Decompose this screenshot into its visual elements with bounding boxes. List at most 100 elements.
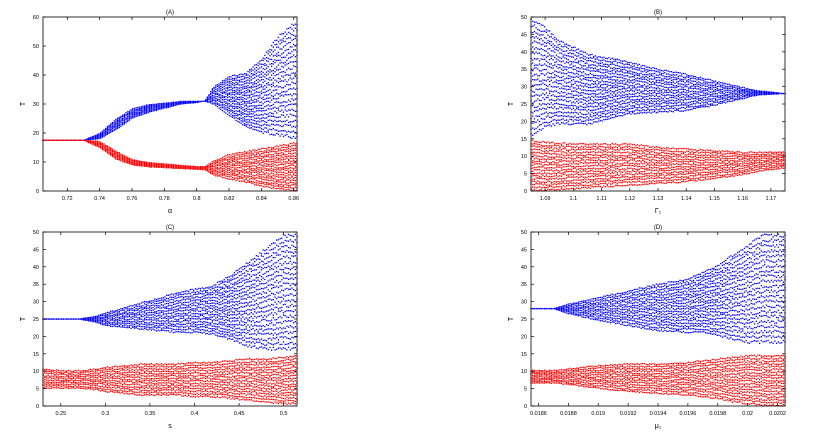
data-point [599, 75, 602, 77]
data-point [542, 113, 544, 115]
data-point [606, 110, 608, 112]
data-point [220, 88, 222, 90]
data-point [596, 89, 598, 91]
data-point [279, 39, 281, 41]
data-point [555, 46, 558, 48]
data-point [193, 166, 195, 168]
data-point [589, 109, 591, 112]
data-point [640, 107, 642, 109]
data-point [628, 82, 630, 84]
data-point [267, 152, 269, 154]
data-point [274, 176, 276, 178]
data-point [257, 184, 259, 186]
data-point [262, 78, 264, 81]
data-point [674, 97, 676, 99]
data-point [543, 37, 546, 39]
data-point [120, 122, 122, 124]
data-point [613, 104, 615, 107]
data-point [132, 113, 134, 115]
data-point [577, 106, 580, 108]
data-point [262, 182, 264, 185]
data-point [589, 80, 591, 82]
data-point [279, 120, 281, 122]
data-point [113, 151, 115, 154]
data-point [101, 145, 103, 147]
data-point [271, 115, 273, 117]
data-point [113, 157, 115, 159]
data-point [640, 98, 642, 101]
data-point [264, 174, 266, 176]
data-point [587, 108, 590, 111]
data-point [101, 146, 103, 149]
data-point [277, 97, 280, 99]
data-point [547, 102, 549, 105]
data-point [135, 113, 137, 115]
data-point [628, 96, 630, 98]
data-point [260, 63, 263, 65]
data-point [172, 103, 175, 106]
data-point [225, 169, 227, 171]
data-point [267, 173, 269, 175]
data-point [594, 114, 597, 117]
data-point [599, 107, 602, 110]
data-point [591, 103, 593, 105]
data-point [547, 124, 549, 127]
data-point [542, 92, 544, 95]
data-point [247, 180, 249, 182]
data-point [630, 110, 632, 113]
data-point [281, 163, 283, 166]
data-point [582, 96, 585, 98]
data-point [638, 104, 641, 106]
data-point [669, 100, 671, 102]
data-point [574, 50, 576, 52]
data-point [701, 90, 703, 92]
data-point [110, 151, 112, 154]
data-point [247, 118, 249, 121]
data-point [274, 157, 276, 160]
data-point [533, 67, 536, 69]
data-point [567, 67, 569, 69]
data-point [560, 91, 563, 93]
data-point [238, 164, 241, 167]
data-point [142, 107, 144, 109]
data-point [555, 61, 558, 63]
data-point [188, 165, 190, 167]
data-point [555, 81, 558, 84]
data-point [294, 145, 297, 147]
data-point [243, 123, 246, 125]
data-point [166, 107, 168, 109]
data-point [555, 65, 558, 68]
data-point [591, 119, 593, 121]
data-point [577, 99, 580, 101]
data-point [250, 76, 252, 78]
data-point [593, 61, 595, 63]
data-point [232, 164, 234, 167]
data-point [294, 186, 297, 188]
data-point [284, 35, 286, 37]
data-point [213, 90, 215, 92]
data-point [564, 91, 566, 94]
data-point [598, 89, 600, 91]
data-point [538, 34, 541, 36]
data-point [257, 104, 259, 107]
data-point [708, 98, 710, 100]
data-point [242, 158, 244, 160]
data-point [543, 74, 546, 77]
data-point [113, 120, 115, 122]
data-point [611, 61, 613, 63]
data-point [147, 104, 149, 106]
data-point [664, 77, 666, 80]
data-point [606, 58, 608, 60]
data-point [574, 46, 576, 48]
data-point [157, 105, 159, 108]
data-point [149, 109, 151, 111]
data-point [276, 66, 278, 68]
data-point [289, 77, 291, 79]
data-point [248, 111, 251, 113]
data-point [271, 70, 273, 72]
data-point [635, 92, 637, 95]
data-point [284, 130, 286, 132]
data-point [118, 154, 120, 156]
data-point [238, 73, 241, 76]
data-point [248, 100, 251, 102]
